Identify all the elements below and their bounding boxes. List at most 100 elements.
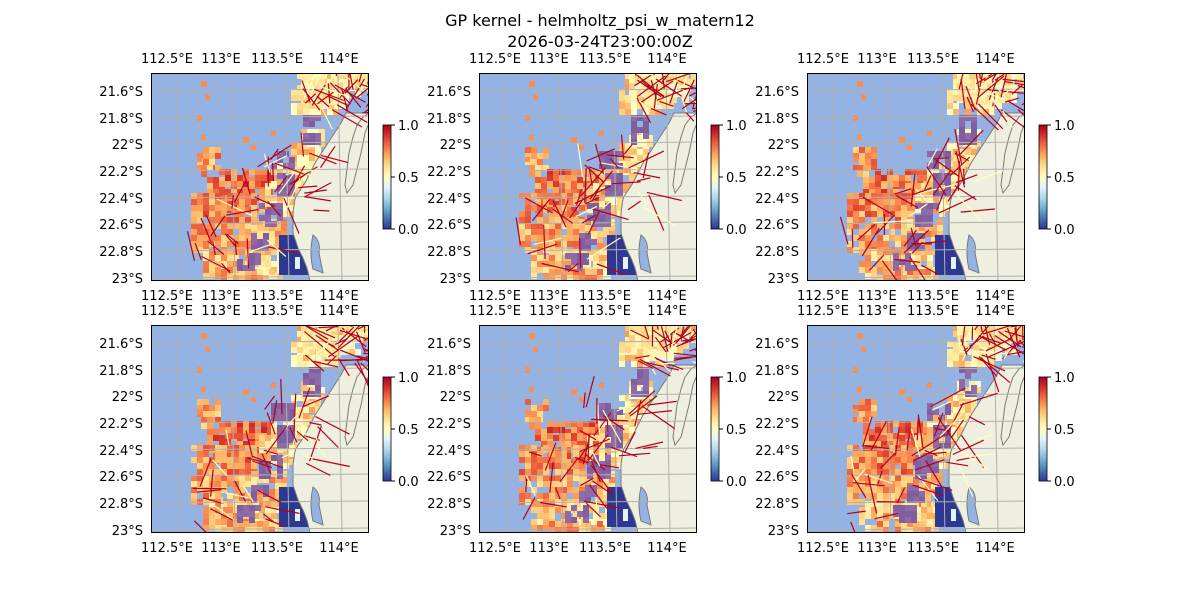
field-cell [940, 522, 945, 527]
field-cell [965, 361, 971, 367]
field-cell [605, 221, 611, 227]
field-cell [597, 269, 603, 275]
field-cell [297, 347, 303, 353]
field-cell [191, 205, 197, 211]
colorbar: 0.00.51.0 [383, 371, 419, 490]
field-cell [607, 270, 612, 275]
field-cell [583, 517, 589, 523]
field-cell [905, 259, 911, 265]
field-cell [901, 475, 907, 481]
field-cell [531, 469, 537, 475]
field-cell [631, 95, 637, 101]
field-cell [881, 175, 887, 181]
lon-tick-label-bottom: 113.5°E [579, 541, 631, 556]
field-cell [297, 361, 303, 367]
field-cell [203, 273, 209, 279]
field-cell [859, 405, 865, 411]
field-cell [269, 269, 275, 275]
field-cell [289, 260, 294, 265]
lon-tick-label-top: 114°E [319, 52, 359, 67]
lat-tick-label: 21.8°S [427, 112, 471, 127]
colorbar-bar [383, 125, 391, 229]
field-cell [239, 223, 245, 229]
field-cell [865, 211, 871, 217]
field-cell [950, 502, 955, 507]
field-cell [279, 517, 284, 522]
field-cell [309, 349, 315, 355]
field-cell [917, 175, 923, 181]
field-cell [215, 147, 221, 153]
field-cell [203, 399, 209, 405]
field-cell [921, 473, 927, 479]
field-cell [203, 147, 209, 153]
map-body [151, 40, 393, 281]
field-cell [631, 379, 637, 385]
lon-tick-label-top: 112.5°E [469, 52, 521, 67]
field-cell [201, 423, 207, 429]
field-cell [553, 427, 559, 433]
field-cell [865, 273, 871, 279]
field-cell [221, 211, 227, 217]
lat-tick-label: 21.8°S [99, 364, 143, 379]
field-cell [927, 261, 933, 267]
vector-arrow [852, 229, 853, 248]
field-cell [243, 137, 249, 143]
field-cell [277, 443, 283, 449]
field-cell [265, 221, 271, 227]
field-cell [895, 241, 901, 247]
field-cell [227, 457, 233, 463]
field-cell [555, 469, 561, 475]
field-cell [899, 389, 905, 395]
field-cell [857, 135, 862, 140]
field-cell [565, 511, 571, 517]
field-cell [567, 481, 573, 487]
field-cell [257, 225, 263, 231]
field-cell [573, 235, 579, 241]
field-cell [950, 522, 955, 527]
field-cell [945, 512, 950, 517]
lon-tick-label-bottom: 112.5°E [797, 289, 849, 304]
field-cell [537, 235, 543, 241]
field-cell [203, 411, 209, 417]
field-cell [927, 203, 933, 209]
lon-tick-label-bottom: 113.5°E [907, 289, 959, 304]
field-cell [631, 127, 637, 133]
lon-tick-label-bottom: 113°E [857, 289, 897, 304]
field-cell [525, 157, 530, 162]
field-cell [953, 347, 959, 353]
field-cell [883, 507, 889, 513]
field-cell [251, 225, 257, 231]
field-cell [221, 475, 227, 481]
field-cell [255, 259, 261, 265]
field-cell [303, 379, 309, 385]
field-cell [871, 159, 877, 165]
field-cell [571, 181, 577, 187]
field-cell [215, 519, 221, 525]
field-cell [213, 183, 219, 189]
field-cell [245, 199, 251, 205]
field-cell [573, 451, 579, 457]
field-cell [191, 481, 197, 487]
field-cell [883, 255, 889, 261]
field-cell [905, 183, 911, 189]
field-cell [259, 215, 265, 221]
lon-tick-label-top: 114°E [319, 304, 359, 319]
lat-tick-label: 22.2°S [427, 165, 471, 180]
field-cell [215, 469, 221, 475]
field-cell [541, 429, 547, 435]
colorbar-tick-label: 1.0 [726, 119, 747, 134]
field-cell [921, 255, 927, 261]
field-cell [221, 241, 227, 247]
lat-tick-label: 22.8°S [755, 245, 799, 260]
lon-tick-label-top: 113°E [529, 52, 569, 67]
field-cell [623, 433, 629, 439]
field-cell [555, 463, 561, 469]
field-cell [619, 109, 625, 115]
field-cell [911, 517, 917, 523]
field-cell [549, 217, 555, 223]
field-cell [277, 203, 283, 209]
lon-tick-label-bottom: 113°E [529, 289, 569, 304]
field-cell [895, 481, 901, 487]
field-cell [197, 499, 203, 505]
field-cell [559, 183, 565, 189]
